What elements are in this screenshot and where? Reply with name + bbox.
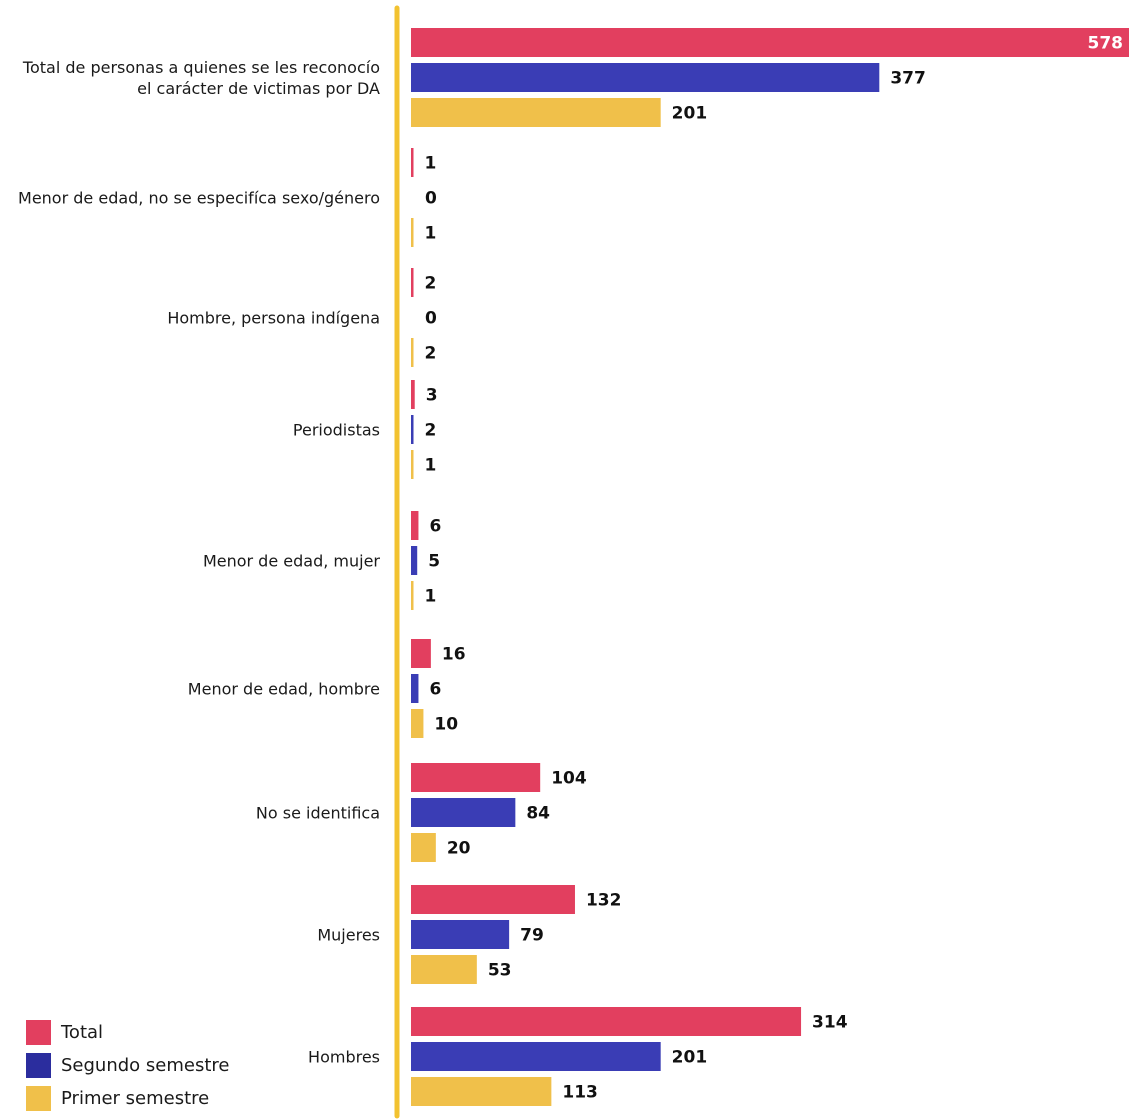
value-label-mujeres-primer-semestre: 53 <box>488 961 512 981</box>
bar-menor-de-edad-mujer-segundo-semestre <box>411 546 418 575</box>
category-label-no-se-identifica: No se identifica <box>256 804 380 823</box>
value-label-menor-de-edad-no-se-especifica-sexo-genero-total: 1 <box>425 154 437 174</box>
category-label-total-de-personas-a-quienes-se-les-reconocio-el-caracter-de-victimas-por-da: Total de personas a quienes se les recon… <box>22 58 380 98</box>
bar-hombre-persona-indigena-total <box>411 268 414 297</box>
value-label-no-se-identifica-primer-semestre: 20 <box>447 839 471 859</box>
value-label-periodistas-total: 3 <box>426 386 438 406</box>
value-label-menor-de-edad-mujer-primer-semestre: 1 <box>425 587 437 607</box>
value-label-total-de-personas-a-quienes-se-les-reconocio-el-caracter-de-victimas-por-da-segundo-semestre: 377 <box>890 69 926 89</box>
category-label-menor-de-edad-mujer: Menor de edad, mujer <box>203 552 380 571</box>
bar-mujeres-segundo-semestre <box>411 920 510 949</box>
legend-swatch-total <box>26 1020 51 1045</box>
bar-periodistas-total <box>411 380 415 409</box>
bar-menor-de-edad-mujer-primer-semestre <box>411 581 414 610</box>
legend-item-total: Total <box>26 1016 229 1049</box>
legend-label-primer-semestre: Primer semestre <box>61 1088 210 1109</box>
value-label-no-se-identifica-total: 104 <box>551 769 587 789</box>
value-label-menor-de-edad-hombre-total: 16 <box>442 645 466 665</box>
bar-periodistas-primer-semestre <box>411 450 414 479</box>
value-label-menor-de-edad-hombre-segundo-semestre: 6 <box>429 680 441 700</box>
category-label-hombre-persona-indigena: Hombre, persona indígena <box>167 309 380 328</box>
value-label-menor-de-edad-mujer-total: 6 <box>429 517 441 537</box>
bar-no-se-identifica-segundo-semestre <box>411 798 516 827</box>
value-label-hombre-persona-indigena-primer-semestre: 2 <box>425 344 437 364</box>
category-label-hombres: Hombres <box>308 1048 380 1067</box>
legend-item-primer-semestre: Primer semestre <box>26 1082 229 1115</box>
bar-mujeres-primer-semestre <box>411 955 477 984</box>
value-label-menor-de-edad-mujer-segundo-semestre: 5 <box>428 552 440 572</box>
legend: Total Segundo semestre Primer semestre <box>26 1016 229 1115</box>
bars <box>411 28 1129 1106</box>
legend-label-segundo-semestre: Segundo semestre <box>61 1055 230 1076</box>
bar-total-de-personas-a-quienes-se-les-reconocio-el-caracter-de-victimas-por-da-total <box>411 28 1129 57</box>
value-label-periodistas-primer-semestre: 1 <box>425 456 437 476</box>
bar-total-de-personas-a-quienes-se-les-reconocio-el-caracter-de-victimas-por-da-primer-semestre <box>411 98 661 127</box>
bar-total-de-personas-a-quienes-se-les-reconocio-el-caracter-de-victimas-por-da-segundo-semestre <box>411 63 880 92</box>
category-label-periodistas: Periodistas <box>293 421 380 440</box>
bar-mujeres-total <box>411 885 575 914</box>
category-label-menor-de-edad-hombre: Menor de edad, hombre <box>188 680 380 699</box>
legend-swatch-segundo-semestre <box>26 1053 51 1078</box>
legend-label-total: Total <box>61 1022 104 1043</box>
legend-item-segundo-semestre: Segundo semestre <box>26 1049 229 1082</box>
value-label-mujeres-segundo-semestre: 79 <box>520 926 544 946</box>
bar-periodistas-segundo-semestre <box>411 415 414 444</box>
value-labels: 5783772011012023216511661010484201327953… <box>425 34 1124 1103</box>
bar-menor-de-edad-hombre-primer-semestre <box>411 709 424 738</box>
value-label-hombres-total: 314 <box>812 1013 848 1033</box>
value-label-hombre-persona-indigena-total: 2 <box>425 274 437 294</box>
legend-swatch-primer-semestre <box>26 1086 51 1111</box>
value-label-periodistas-segundo-semestre: 2 <box>425 421 437 441</box>
value-label-hombre-persona-indigena-segundo-semestre: 0 <box>425 309 437 329</box>
bar-menor-de-edad-no-se-especifica-sexo-genero-total <box>411 148 414 177</box>
bar-menor-de-edad-hombre-total <box>411 639 431 668</box>
bar-menor-de-edad-mujer-total <box>411 511 419 540</box>
bar-menor-de-edad-hombre-segundo-semestre <box>411 674 419 703</box>
bar-menor-de-edad-no-se-especifica-sexo-genero-primer-semestre <box>411 218 414 247</box>
bar-hombres-primer-semestre <box>411 1077 552 1106</box>
bar-hombre-persona-indigena-primer-semestre <box>411 338 414 367</box>
category-label-menor-de-edad-no-se-especifica-sexo-genero: Menor de edad, no se especifíca sexo/gén… <box>18 189 380 208</box>
bar-hombres-total <box>411 1007 802 1036</box>
bar-no-se-identifica-total <box>411 763 541 792</box>
category-label-mujeres: Mujeres <box>317 926 380 945</box>
value-label-menor-de-edad-no-se-especifica-sexo-genero-primer-semestre: 1 <box>425 224 437 244</box>
value-label-hombres-segundo-semestre: 201 <box>672 1048 708 1068</box>
value-label-hombres-primer-semestre: 113 <box>562 1083 598 1103</box>
value-label-menor-de-edad-hombre-primer-semestre: 10 <box>434 715 458 735</box>
value-label-mujeres-total: 132 <box>586 891 622 911</box>
value-label-total-de-personas-a-quienes-se-les-reconocio-el-caracter-de-victimas-por-da-primer-semestre: 201 <box>672 104 708 124</box>
value-label-menor-de-edad-no-se-especifica-sexo-genero-segundo-semestre: 0 <box>425 189 437 209</box>
value-label-total-de-personas-a-quienes-se-les-reconocio-el-caracter-de-victimas-por-da-total: 578 <box>1088 34 1124 54</box>
value-label-no-se-identifica-segundo-semestre: 84 <box>526 804 550 824</box>
category-labels: Total de personas a quienes se les recon… <box>18 58 380 1067</box>
bar-no-se-identifica-primer-semestre <box>411 833 436 862</box>
bar-hombres-segundo-semestre <box>411 1042 661 1071</box>
